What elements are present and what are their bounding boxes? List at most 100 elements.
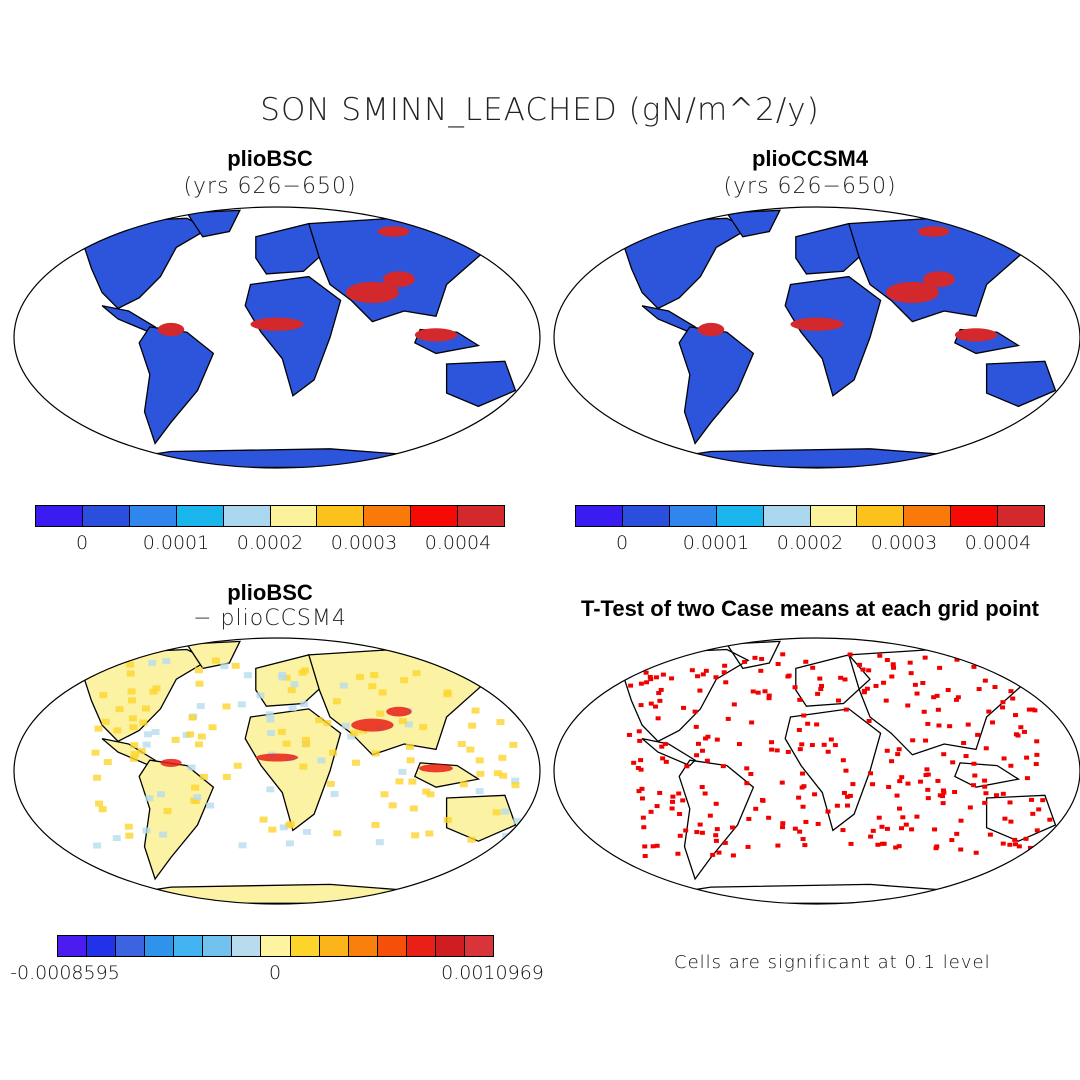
significant-cell xyxy=(890,662,896,667)
colorbar-swatch xyxy=(223,506,271,526)
difference-cell xyxy=(371,821,380,828)
significant-cell xyxy=(699,830,705,835)
difference-cell xyxy=(222,703,231,710)
significant-cell xyxy=(657,698,663,703)
significant-cell xyxy=(697,688,703,693)
significant-cell xyxy=(628,683,634,688)
significant-cell xyxy=(845,794,851,799)
continent-central-america xyxy=(101,305,157,333)
difference-cell xyxy=(128,715,137,722)
significant-cell xyxy=(932,827,938,832)
high-leaching-region xyxy=(345,281,399,304)
difference-cell xyxy=(409,805,418,812)
significant-cell xyxy=(722,840,728,845)
significant-cell xyxy=(899,826,905,831)
map-panel1 xyxy=(13,206,541,469)
colorbar-swatch xyxy=(145,936,175,956)
significant-cell xyxy=(976,687,982,692)
difference-cell xyxy=(376,710,385,717)
significant-cell xyxy=(876,815,882,820)
significant-cell xyxy=(670,799,676,804)
significant-cell xyxy=(639,796,645,801)
difference-cell xyxy=(395,778,404,785)
continent-north-america xyxy=(620,217,750,310)
difference-cell xyxy=(405,743,414,750)
difference-cell xyxy=(388,802,397,809)
difference-cell xyxy=(206,802,215,809)
significant-cell xyxy=(713,801,719,806)
significant-cell xyxy=(848,841,854,846)
significant-cell xyxy=(952,790,958,795)
significant-cell xyxy=(713,838,719,843)
significant-cell xyxy=(689,668,695,673)
significant-cell xyxy=(1050,664,1056,669)
colorbar-tick-label: 0.0002 xyxy=(236,532,304,554)
significant-cell xyxy=(912,682,918,687)
significant-cell xyxy=(774,748,780,753)
significant-cell xyxy=(889,674,895,679)
significant-cell xyxy=(917,779,923,784)
colorbar-tick-label: 0.0003 xyxy=(330,532,398,554)
significant-cell xyxy=(1006,659,1012,664)
significant-cell xyxy=(720,764,726,769)
significant-cell xyxy=(971,783,977,788)
difference-cell xyxy=(443,816,452,823)
significant-cell xyxy=(840,758,846,763)
significant-cell xyxy=(971,761,977,766)
significant-cell xyxy=(730,853,736,858)
difference-cell xyxy=(406,757,415,764)
significant-cell xyxy=(920,680,926,685)
significant-cell xyxy=(752,655,758,660)
significant-cell xyxy=(736,742,742,747)
difference-cell xyxy=(475,757,484,764)
significant-cell xyxy=(841,790,847,795)
continent-africa xyxy=(244,275,342,397)
significant-cell xyxy=(1033,762,1039,767)
difference-cell xyxy=(459,781,468,788)
significant-cell xyxy=(1029,797,1035,802)
significant-cell xyxy=(681,705,687,710)
difference-cell xyxy=(125,832,134,839)
significant-cell xyxy=(924,767,930,772)
significant-cell xyxy=(877,653,883,658)
significant-cell xyxy=(1047,817,1053,822)
significant-cell xyxy=(925,796,931,801)
difference-cell xyxy=(130,751,139,758)
significant-cell xyxy=(889,759,895,764)
colorbar-swatch xyxy=(763,506,811,526)
significant-cell xyxy=(642,854,648,859)
significant-cell xyxy=(940,788,946,793)
significant-cell xyxy=(703,736,709,741)
significant-cell xyxy=(1034,752,1040,757)
difference-cell xyxy=(231,662,240,669)
significant-cell xyxy=(819,683,825,688)
difference-cell xyxy=(129,724,138,731)
difference-hotspot xyxy=(386,706,412,717)
difference-cell xyxy=(400,677,409,684)
significant-cell xyxy=(835,698,841,703)
colorbar-swatch xyxy=(364,506,412,526)
difference-cell xyxy=(196,703,205,710)
colorbar-swatch xyxy=(129,506,177,526)
difference-cell xyxy=(142,741,151,748)
colorbar-swatch xyxy=(622,506,670,526)
difference-cell xyxy=(398,768,407,775)
significant-cell xyxy=(884,748,890,753)
significant-cell xyxy=(750,689,756,694)
significant-cell xyxy=(947,724,953,729)
significant-cell xyxy=(986,709,992,714)
colorbar-tick-label: 0 xyxy=(615,532,629,554)
difference-cell xyxy=(199,773,208,780)
difference-cell xyxy=(129,755,138,762)
significant-cell xyxy=(660,756,666,761)
difference-cell xyxy=(496,719,505,726)
significant-cell xyxy=(843,768,849,773)
difference-cell xyxy=(333,830,342,837)
difference-cell xyxy=(190,797,199,804)
significant-cell xyxy=(648,809,654,814)
difference-cell xyxy=(127,688,136,695)
difference-cell xyxy=(128,697,137,704)
continent-africa xyxy=(244,708,342,832)
significant-cell xyxy=(769,740,775,745)
significant-cell xyxy=(905,781,911,786)
